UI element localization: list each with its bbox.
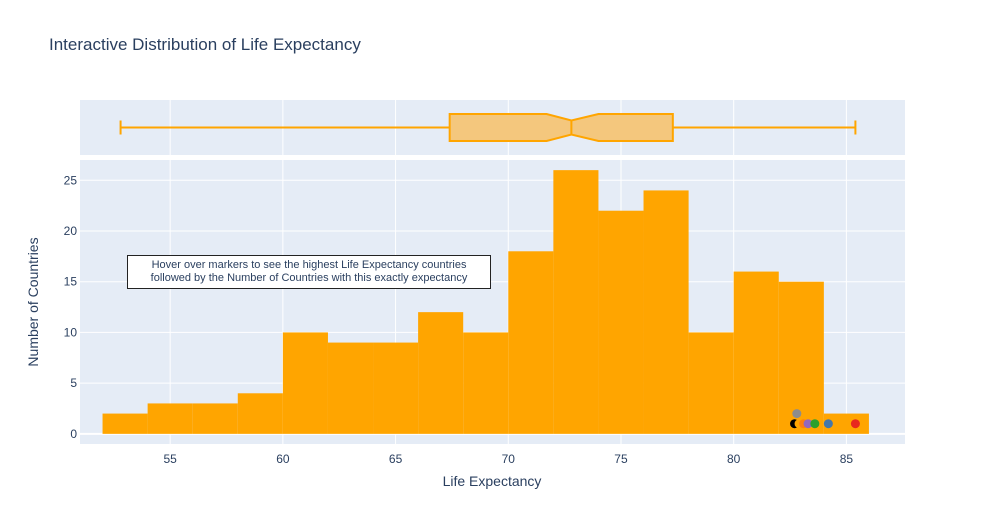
y-tick-label: 20	[64, 224, 78, 238]
marker-point[interactable]	[850, 419, 860, 429]
histogram-bar[interactable]	[373, 342, 419, 434]
histogram-bar[interactable]	[327, 342, 374, 434]
histogram-bar[interactable]	[102, 413, 148, 434]
y-tick-label: 15	[64, 275, 78, 289]
histogram-bar[interactable]	[598, 210, 644, 434]
boxplot[interactable]	[119, 113, 857, 142]
histogram-bar[interactable]	[553, 170, 599, 434]
x-axis-label: Life Expectancy	[443, 473, 542, 489]
x-tick-label: 80	[727, 452, 741, 466]
notched-box[interactable]	[448, 113, 674, 142]
histogram-bar[interactable]	[508, 251, 554, 434]
annotation-line-2: followed by the Number of Countries with…	[150, 272, 468, 284]
y-tick-label: 10	[64, 325, 78, 339]
marker-point[interactable]	[810, 419, 820, 429]
histogram-bar[interactable]	[823, 413, 869, 434]
histogram-bar[interactable]	[778, 281, 824, 434]
histogram-bar[interactable]	[643, 190, 689, 434]
y-tick-labels: 0 5 10 15 20 25	[64, 173, 78, 441]
histogram-bar[interactable]	[733, 271, 779, 434]
histogram-bar[interactable]	[688, 332, 734, 434]
histogram-bar[interactable]	[282, 332, 328, 434]
histogram-bar[interactable]	[463, 332, 509, 434]
histogram-bar[interactable]	[237, 393, 283, 434]
hover-annotation: Hover over markers to see the highest Li…	[127, 255, 491, 289]
histogram-bar[interactable]	[147, 403, 193, 434]
marker-point[interactable]	[803, 419, 813, 429]
x-tick-label: 70	[502, 452, 516, 466]
histogram-bars[interactable]	[102, 170, 869, 434]
histogram-bar[interactable]	[192, 403, 238, 434]
x-tick-label: 85	[840, 452, 854, 466]
histogram-bar[interactable]	[418, 312, 464, 434]
x-tick-label: 55	[163, 452, 177, 466]
marker-point[interactable]	[792, 409, 802, 419]
y-axis-label: Number of Countries	[25, 237, 41, 366]
chart-title: Interactive Distribution of Life Expecta…	[49, 35, 361, 54]
y-tick-label: 25	[64, 173, 78, 187]
x-tick-label: 60	[276, 452, 290, 466]
y-tick-label: 0	[70, 427, 77, 441]
x-tick-labels: 55 60 65 70 75 80 85	[163, 452, 853, 466]
x-tick-label: 75	[614, 452, 628, 466]
y-tick-label: 5	[70, 376, 77, 390]
annotation-line-1: Hover over markers to see the highest Li…	[151, 259, 467, 271]
marker-points[interactable]	[790, 409, 860, 429]
x-tick-label: 65	[389, 452, 403, 466]
marker-point[interactable]	[823, 419, 833, 429]
